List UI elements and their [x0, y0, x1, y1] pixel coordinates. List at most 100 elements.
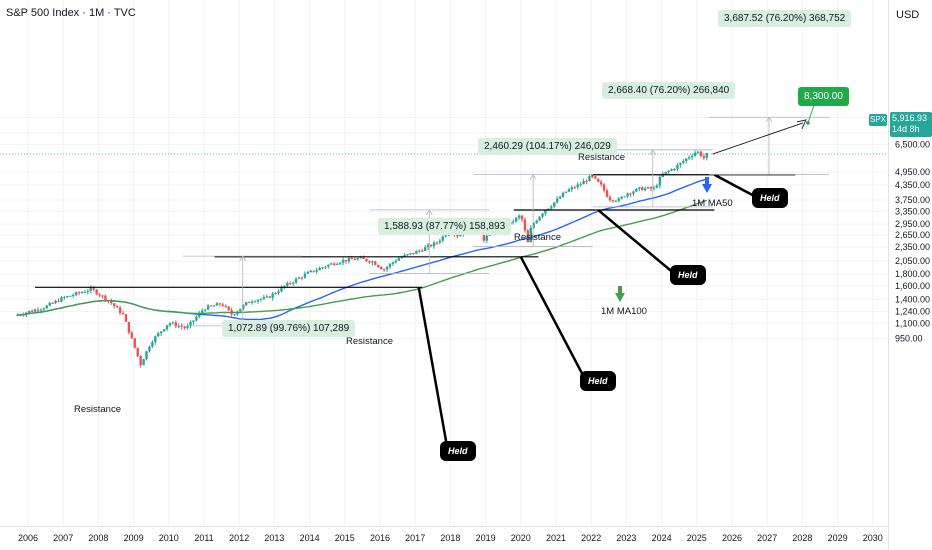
candle-body	[362, 257, 365, 259]
time-tick-1: 2007	[53, 533, 73, 543]
candle-body	[86, 290, 90, 292]
candle-body	[33, 309, 37, 312]
candle-body	[124, 314, 128, 322]
candle-body	[221, 304, 224, 306]
measure-box-2: 1,588.93 (87.77%) 158,893	[378, 218, 512, 235]
candle-body	[250, 301, 254, 303]
candle-body	[599, 181, 603, 185]
candle-body	[441, 236, 444, 241]
candle-body	[45, 305, 48, 309]
candle-body	[271, 293, 274, 298]
candle-body	[338, 262, 342, 264]
candle-body	[705, 153, 708, 158]
candle-body	[544, 210, 547, 214]
candle-body	[655, 185, 659, 188]
resistance-label-4: Resistance	[578, 152, 625, 163]
resistance-label-2: Resistance	[346, 336, 393, 347]
candle-body	[162, 329, 166, 332]
candle-body	[335, 263, 339, 265]
candle-body	[239, 308, 242, 312]
candle-body	[268, 296, 271, 298]
held-badge-3: Held	[670, 265, 706, 285]
candle-body	[159, 331, 163, 334]
candle-body	[89, 287, 92, 291]
candle-body	[415, 251, 418, 254]
candle-body	[641, 187, 644, 191]
candle-body	[69, 295, 72, 297]
candle-body	[303, 273, 307, 278]
candle-body	[605, 190, 609, 197]
time-tick-2: 2008	[88, 533, 108, 543]
held-badge-4: Held	[752, 188, 788, 208]
candle-body	[74, 292, 78, 296]
candle-body	[638, 187, 641, 189]
candle-body	[245, 302, 248, 306]
candle-body	[570, 187, 574, 190]
candle-body	[283, 285, 286, 288]
time-tick-4: 2010	[159, 533, 179, 543]
current-price-value: 5,916.93	[892, 113, 928, 123]
price-tick-9: 2,350.00	[895, 242, 930, 252]
candle-body	[679, 162, 682, 165]
candle-body	[435, 242, 439, 244]
candle-body	[602, 184, 606, 191]
candle-body	[397, 258, 400, 261]
candle-body	[702, 156, 706, 158]
candle-body	[165, 325, 169, 330]
candle-body	[300, 277, 304, 279]
candle-body	[359, 257, 362, 259]
symbol-tag: SPX	[869, 114, 887, 126]
candle-body	[693, 152, 697, 156]
candle-body	[48, 302, 51, 306]
projection-arrow	[712, 122, 804, 155]
candle-body	[327, 264, 330, 267]
candle-body	[459, 234, 462, 237]
candle-body	[262, 297, 266, 299]
candle-body	[27, 310, 31, 313]
candle-body	[432, 242, 436, 247]
candle-body	[365, 258, 368, 262]
candle-body	[594, 176, 597, 179]
candle-body	[183, 326, 186, 328]
candle-body	[350, 258, 354, 260]
candle-body	[110, 300, 113, 304]
candle-body	[115, 306, 119, 308]
candle-body	[157, 333, 160, 337]
candle-body	[195, 316, 198, 321]
candle-body	[321, 267, 324, 269]
candle-body	[529, 227, 532, 243]
candle-body	[98, 294, 101, 296]
candle-body	[673, 168, 676, 170]
target-label: 8,300.00	[798, 87, 849, 106]
candle-body	[344, 259, 348, 262]
candle-body	[233, 314, 236, 316]
candle-body	[514, 217, 518, 222]
price-tick-12: 1,600.00	[895, 281, 930, 291]
candle-body	[617, 198, 620, 201]
candle-body	[265, 296, 268, 298]
candle-body	[286, 282, 289, 286]
held-badge-1: Held	[440, 441, 476, 461]
candle-body	[532, 223, 535, 228]
price-tick-2: 6,500.00	[895, 140, 930, 150]
candle-body	[186, 325, 189, 328]
candle-body	[57, 300, 60, 302]
time-tick-16: 2022	[581, 533, 601, 543]
candle-body	[42, 308, 46, 310]
candle-body	[148, 346, 151, 352]
time-tick-20: 2026	[722, 533, 742, 543]
candle-body	[130, 332, 134, 339]
candle-body	[555, 198, 559, 203]
candle-body	[658, 176, 662, 186]
currency-label[interactable]: USD	[896, 9, 920, 21]
candle-body	[83, 291, 87, 293]
candle-body	[643, 188, 647, 191]
candle-body	[104, 295, 107, 301]
candle-body	[541, 213, 544, 217]
candle-body	[626, 193, 629, 197]
candle-body	[632, 191, 635, 194]
price-tick-13: 1,400.00	[895, 294, 930, 304]
candle-body	[517, 215, 521, 218]
candle-body	[696, 151, 700, 153]
